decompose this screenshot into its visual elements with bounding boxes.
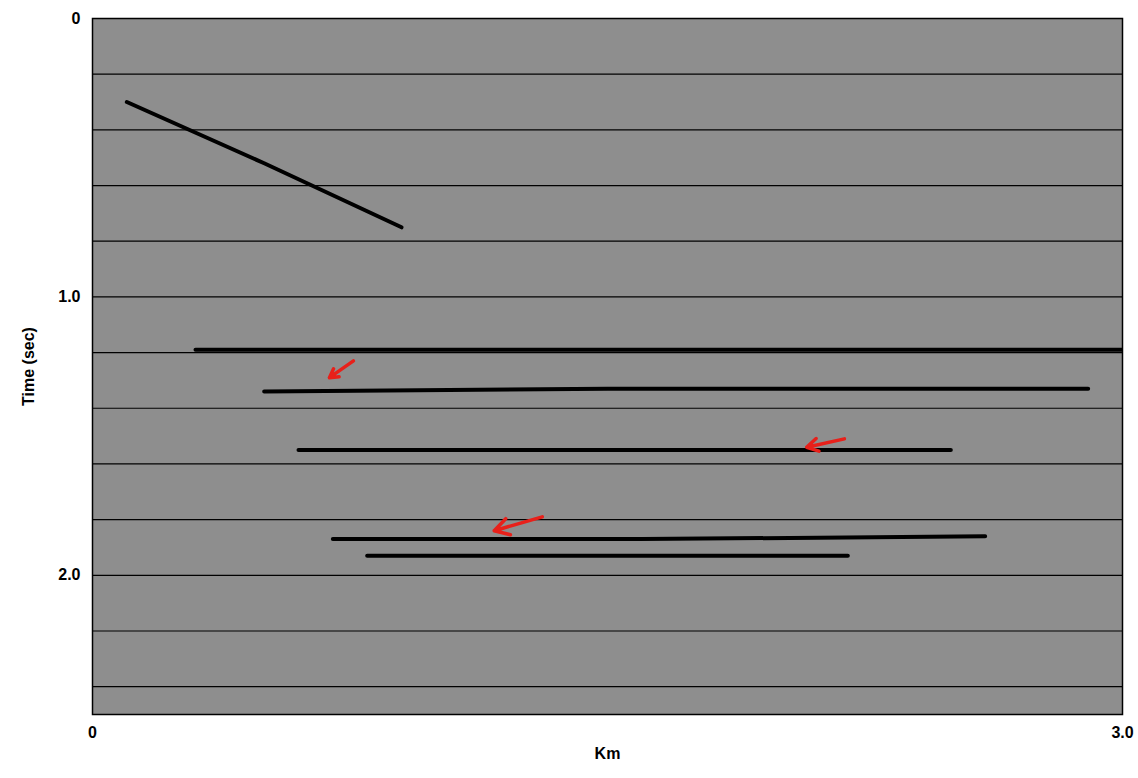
svg-text:Time (sec): Time (sec): [20, 327, 37, 406]
svg-text:3.0: 3.0: [1111, 724, 1133, 741]
svg-text:2.0: 2.0: [58, 566, 80, 583]
svg-text:Km: Km: [595, 745, 621, 762]
svg-text:1.0: 1.0: [58, 288, 80, 305]
svg-text:0: 0: [88, 724, 97, 741]
svg-text:0: 0: [72, 10, 81, 27]
